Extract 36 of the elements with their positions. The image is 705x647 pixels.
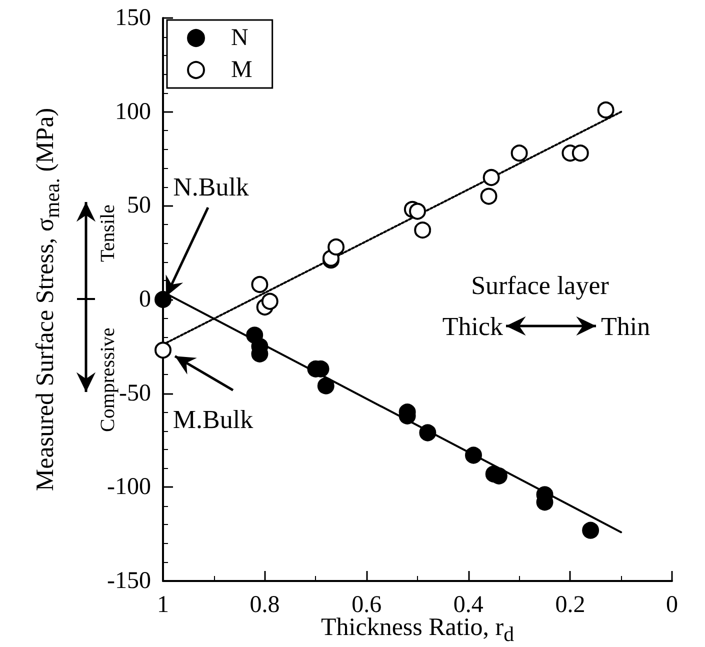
point	[317, 377, 334, 394]
y-tick-label: 50	[127, 192, 151, 219]
x-tick-label: 0	[666, 592, 678, 618]
y-tick-label: -100	[107, 474, 151, 500]
annotation: N.Bulk	[173, 172, 249, 202]
point	[414, 222, 432, 239]
y-tick-label: 0	[139, 286, 151, 312]
annotation: Thin	[601, 312, 650, 341]
y-tick-label: 150	[115, 5, 151, 31]
y-tick-label: -150	[107, 568, 151, 594]
x-tick-label: 0.2	[555, 592, 586, 618]
point	[419, 424, 436, 442]
annotation: Surface layer	[471, 271, 610, 300]
text: Tensile	[97, 204, 119, 262]
point	[261, 292, 278, 310]
point	[465, 446, 482, 464]
point	[154, 291, 172, 308]
point	[510, 144, 528, 162]
annotation: Thick	[442, 312, 503, 341]
text: Compressive	[97, 327, 119, 432]
x-tick-label: 0.8	[250, 592, 280, 618]
point	[597, 101, 614, 118]
point	[328, 238, 345, 256]
y-tick-label: -50	[119, 380, 151, 406]
legend-label: M	[231, 57, 252, 83]
annotation: M.Bulk	[172, 405, 254, 434]
point	[582, 522, 600, 539]
point	[480, 188, 498, 205]
y-tick-label: 100	[115, 98, 151, 125]
point	[572, 144, 589, 162]
x-tick-label: 1	[157, 592, 169, 618]
legend-label: N	[231, 25, 248, 51]
point	[482, 169, 500, 186]
point	[154, 342, 172, 359]
point	[409, 202, 426, 220]
point	[251, 276, 268, 293]
